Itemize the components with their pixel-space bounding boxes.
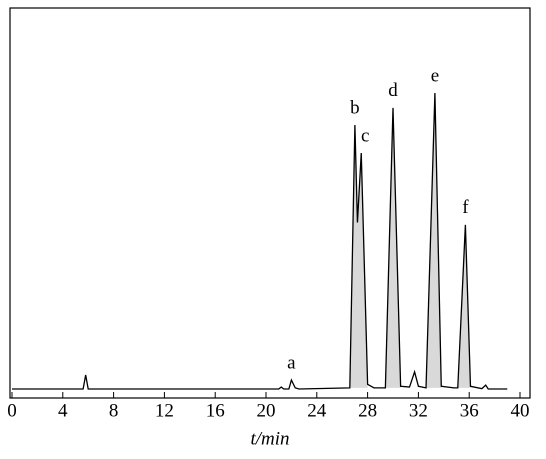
peak-label: f (462, 197, 469, 218)
peak-label: b (350, 97, 360, 118)
x-axis-label: t/min (250, 428, 289, 449)
peak-shade (457, 224, 471, 388)
peak-shade (426, 93, 442, 388)
peak-shade (385, 107, 401, 388)
plot-frame (9, 7, 531, 399)
x-tick-label: 24 (307, 400, 327, 421)
peak-label: c (361, 125, 369, 146)
x-tick-label: 12 (155, 400, 174, 421)
peak-label: d (388, 80, 398, 101)
peak-label: a (287, 352, 296, 373)
x-tick-label: 28 (358, 400, 377, 421)
x-tick-label: 0 (7, 400, 17, 421)
x-tick-label: 16 (206, 400, 225, 421)
trace (12, 93, 508, 390)
x-tick-label: 40 (511, 400, 530, 421)
x-tick-label: 20 (257, 400, 276, 421)
peak-label: e (431, 65, 439, 86)
x-tick-label: 32 (409, 400, 428, 421)
x-tick-label: 4 (58, 400, 68, 421)
x-tick-label: 8 (109, 400, 119, 421)
x-tick-label: 36 (460, 400, 479, 421)
